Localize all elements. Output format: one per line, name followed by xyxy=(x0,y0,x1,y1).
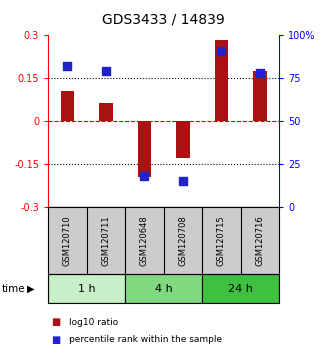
Bar xyxy=(99,103,113,121)
Text: GSM120710: GSM120710 xyxy=(63,215,72,266)
Text: GSM120648: GSM120648 xyxy=(140,215,149,266)
Point xyxy=(257,70,263,76)
Point xyxy=(219,48,224,54)
Bar xyxy=(125,274,202,303)
Bar xyxy=(48,274,125,303)
Text: GSM120715: GSM120715 xyxy=(217,215,226,266)
Text: GSM120711: GSM120711 xyxy=(101,215,110,266)
Bar xyxy=(176,121,190,159)
Text: 24 h: 24 h xyxy=(228,284,253,293)
Bar xyxy=(253,71,267,121)
Bar xyxy=(61,91,74,121)
Point xyxy=(142,173,147,179)
Bar xyxy=(138,121,151,177)
Text: log10 ratio: log10 ratio xyxy=(69,318,118,327)
Text: percentile rank within the sample: percentile rank within the sample xyxy=(69,335,222,344)
Text: ■: ■ xyxy=(51,335,61,345)
Point xyxy=(65,63,70,69)
Text: GSM120708: GSM120708 xyxy=(178,215,187,266)
Point xyxy=(103,69,108,74)
Text: 1 h: 1 h xyxy=(78,284,95,293)
Text: GDS3433 / 14839: GDS3433 / 14839 xyxy=(102,12,225,27)
Bar xyxy=(215,40,228,121)
Text: GSM120716: GSM120716 xyxy=(256,215,265,266)
Point xyxy=(180,178,186,184)
Bar xyxy=(202,274,279,303)
Text: ■: ■ xyxy=(51,317,61,327)
Text: ▶: ▶ xyxy=(27,284,35,293)
Text: time: time xyxy=(2,284,25,293)
Text: 4 h: 4 h xyxy=(155,284,173,293)
